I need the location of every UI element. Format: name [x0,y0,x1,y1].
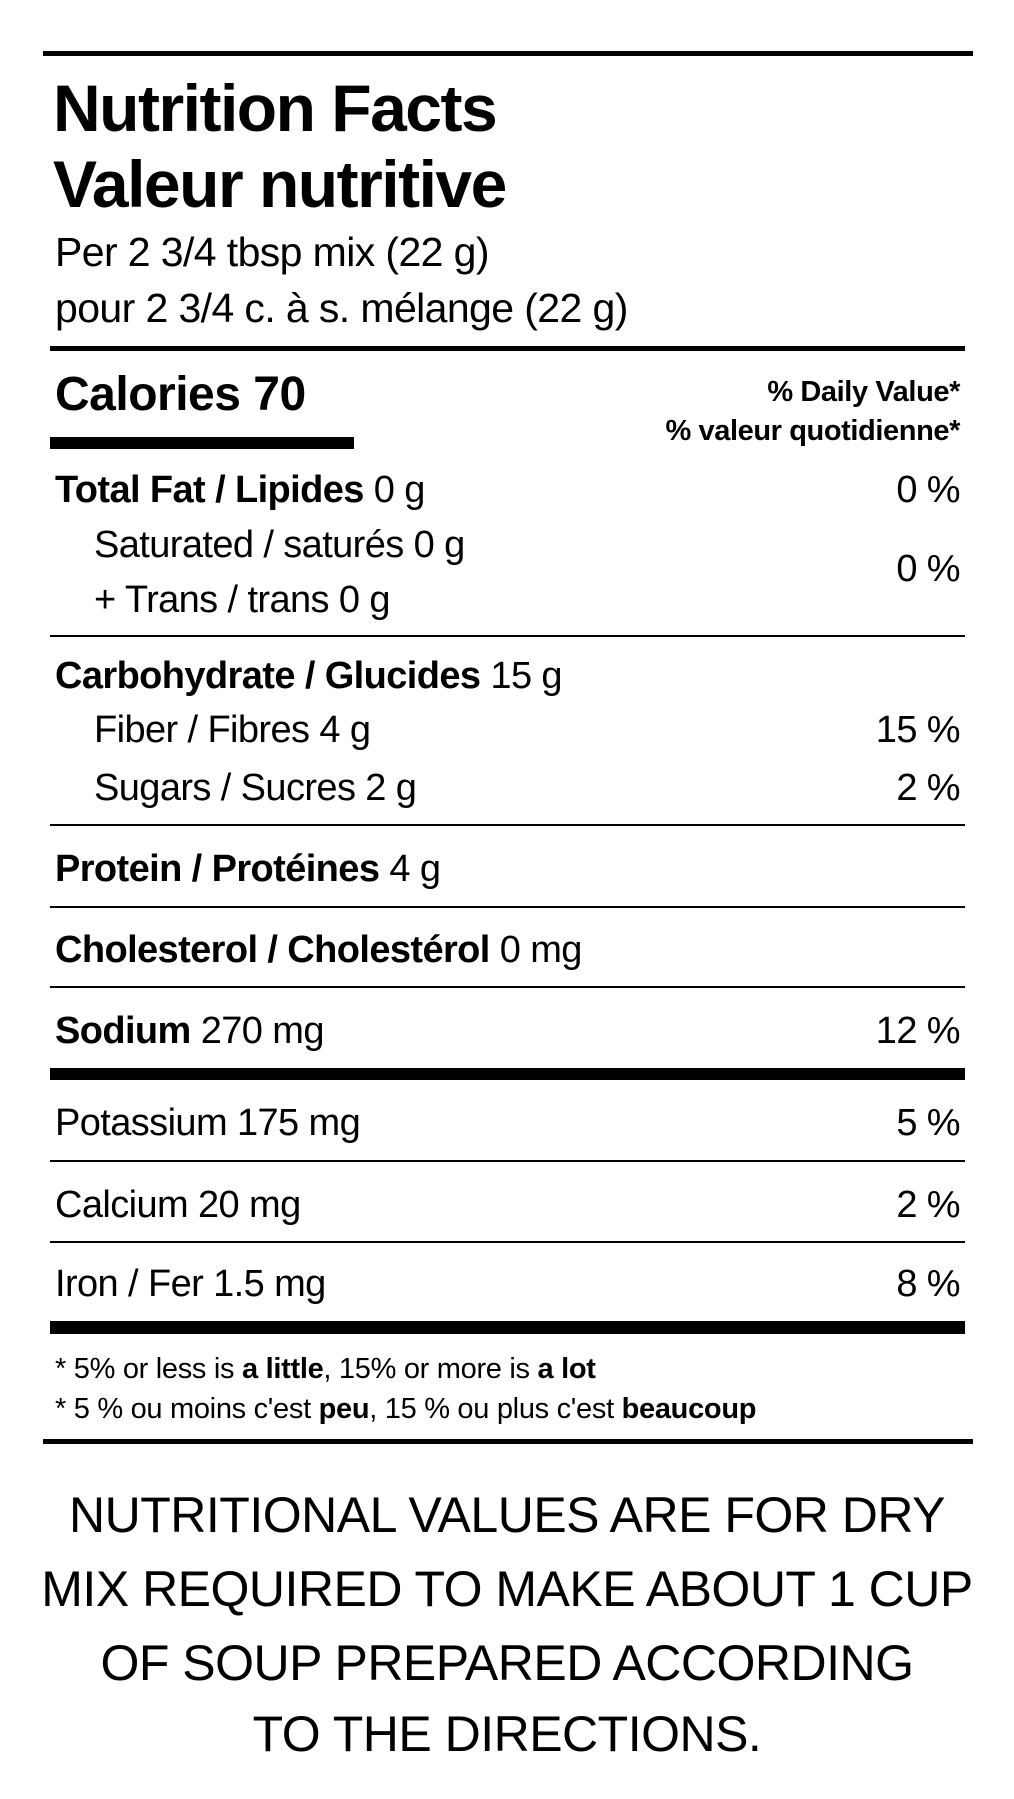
thick-divider [50,1321,965,1334]
nutrient-amount: 4 g [389,848,441,890]
sugars-dv: 2 % [896,767,960,809]
divider [50,824,965,826]
dv-header-en: % Daily Value* [767,376,960,408]
nutrient-name: Sodium [55,1010,191,1052]
calcium-row: Calcium 20 mg [55,1184,301,1226]
footnote-en: * 5% or less is a little, 15% or more is… [55,1355,596,1384]
footnote-fr: * 5 % ou moins c'est peu, 15 % ou plus c… [55,1395,756,1424]
divider [50,1241,965,1243]
potassium-dv: 5 % [896,1102,960,1144]
sodium-dv: 12 % [875,1010,961,1052]
iron-dv: 8 % [896,1263,960,1305]
dv-header-fr: % valeur quotidienne* [665,415,960,447]
nutrient-amount: 0 mg [499,929,583,971]
footnote-bold: a little [242,1353,324,1385]
fiber-dv: 15 % [875,709,961,751]
divider [50,635,965,637]
calories-bar [50,437,354,449]
serving-rule [50,346,965,351]
bottom-rule [43,1439,973,1444]
nutrient-amount: 270 mg [200,1010,325,1052]
note-line: MIX REQUIRED TO MAKE ABOUT 1 CUP [41,1561,973,1617]
serving-size-en: Per 2 3/4 tbsp mix (22 g) [55,229,490,275]
footnote-bold: a lot [537,1353,596,1385]
title-en: Nutrition Facts [53,71,498,145]
total-fat-dv: 0 % [896,469,960,511]
note-line: TO THE DIRECTIONS. [252,1706,762,1762]
iron-row: Iron / Fer 1.5 mg [55,1263,326,1305]
serving-size-fr: pour 2 3/4 c. à s. mélange (22 g) [55,285,628,331]
divider [50,986,965,988]
divider [50,1160,965,1162]
divider [50,906,965,908]
potassium-row: Potassium 175 mg [55,1102,361,1144]
protein-row: Protein / Protéines 4 g [55,848,441,890]
cholesterol-row: Cholesterol / Cholestérol 0 mg [55,931,582,969]
top-rule [43,51,973,56]
footnote-text: , 15 % ou plus c'est [369,1393,622,1425]
trans-row: + Trans / trans 0 g [94,579,391,621]
thick-divider [50,1068,965,1080]
saturated-trans-dv: 0 % [896,548,960,590]
carbohydrate-row: Carbohydrate / Glucides 15 g [55,655,563,697]
total-fat-row: Total Fat / Lipides 0 g [55,471,425,509]
fiber-row: Fiber / Fibres 4 g [94,709,371,751]
nutrient-name: Carbohydrate / Glucides [55,655,481,697]
saturated-row: Saturated / saturés 0 g [94,524,465,566]
footnote-text: * 5 % ou moins c'est [55,1393,319,1425]
note-line: NUTRITIONAL VALUES ARE FOR DRY [69,1487,945,1543]
nutrient-amount: 0 g [373,469,426,511]
title-fr: Valeur nutritive [53,147,507,221]
footnote-bold: peu [318,1393,370,1425]
calcium-dv: 2 % [896,1184,960,1226]
note-line: OF SOUP PREPARED ACCORDING [100,1635,914,1691]
footnote-text: * 5% or less is [55,1353,242,1385]
nutrient-name: Protein / Protéines [55,848,380,890]
sugars-row: Sugars / Sucres 2 g [94,767,417,809]
nutrient-name: Cholesterol / Cholestérol [55,929,490,971]
sodium-row: Sodium 270 mg [55,1012,324,1050]
footnote-bold: beaucoup [621,1393,757,1425]
nutrient-name: Total Fat / Lipides [55,469,364,511]
calories: Calories 70 [55,368,306,421]
nutrient-amount: 15 g [490,655,562,697]
footnote-text: , 15% or more is [323,1353,538,1385]
